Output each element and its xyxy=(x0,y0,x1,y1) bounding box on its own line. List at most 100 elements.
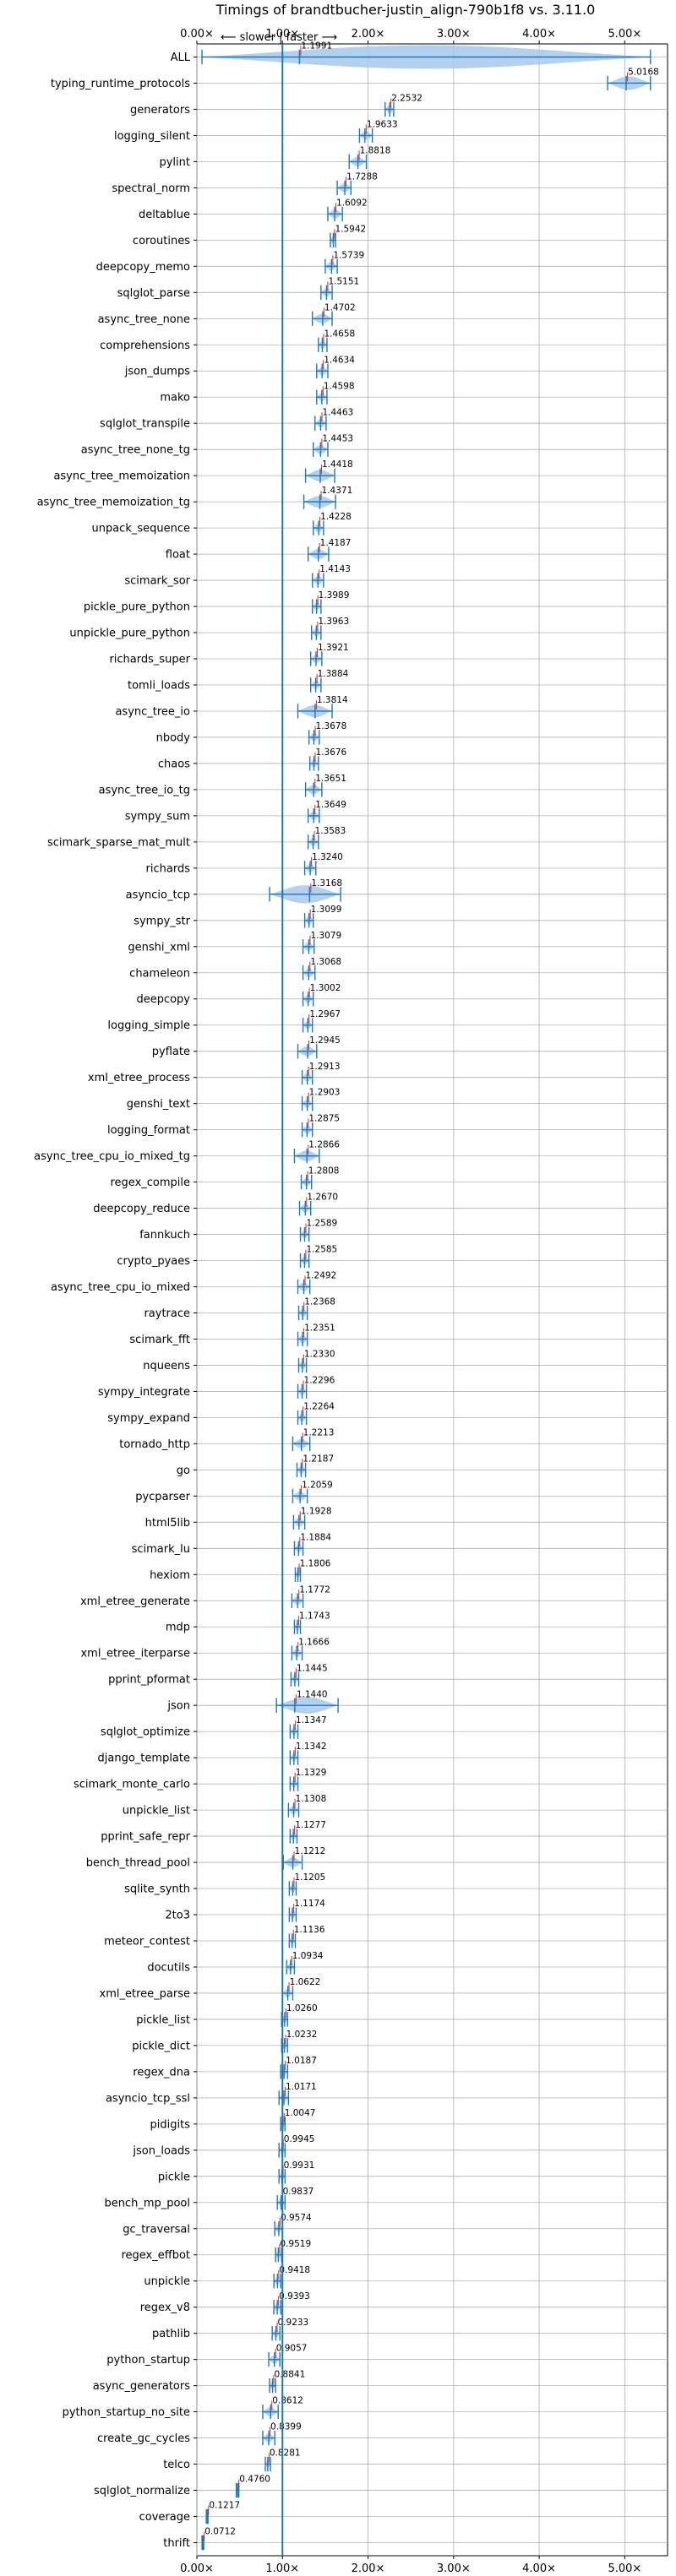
category-label: deepcopy xyxy=(136,993,190,1006)
benchmark-row-pidigits: 1.0047 pidigits xyxy=(150,2108,316,2132)
benchmark-row-docutils: 1.0934 docutils xyxy=(147,1951,324,1975)
category-label: fannkuch xyxy=(139,1229,190,1242)
value-label: 0.8281 xyxy=(270,2448,301,2459)
value-label: 1.4143 xyxy=(319,564,351,574)
chart-title: Timings of brandtbucher-justin_align-790… xyxy=(215,2,596,19)
category-label: sqlglot_optimize xyxy=(101,1726,190,1739)
value-label: 0.9931 xyxy=(284,2160,315,2171)
category-label: json xyxy=(166,1700,190,1713)
benchmark-row-pprint_pformat: 1.1445 pprint_pformat xyxy=(108,1663,328,1687)
benchmark-row-html5lib: 1.1928 html5lib xyxy=(145,1506,332,1530)
category-label: async_tree_memoization xyxy=(53,470,190,483)
benchmark-row-pyflate: 1.2945 pyflate xyxy=(152,1035,341,1059)
benchmark-row-sqlglot_transpile: 1.4463 sqlglot_transpile xyxy=(100,407,353,431)
benchmark-row-tornado_http: 1.2213 tornado_http xyxy=(119,1427,334,1452)
category-label: regex_effbot xyxy=(121,2249,190,2262)
category-label: thrift xyxy=(163,2537,190,2550)
value-label: 0.8399 xyxy=(270,2422,302,2432)
value-label: 1.3240 xyxy=(312,852,343,862)
benchmark-row-sqlglot_optimize: 1.1347 sqlglot_optimize xyxy=(101,1715,327,1739)
value-label: 1.4658 xyxy=(324,329,355,339)
benchmark-row-pprint_safe_repr: 1.1277 pprint_safe_repr xyxy=(101,1820,326,1844)
value-label: 1.2903 xyxy=(309,1088,341,1098)
benchmark-row-json_dumps: 1.4634 json_dumps xyxy=(124,355,355,378)
value-label: 1.2264 xyxy=(303,1401,335,1411)
value-label: 1.3963 xyxy=(318,617,349,627)
value-label: 1.3583 xyxy=(315,826,346,836)
category-label: telco xyxy=(163,2459,190,2471)
value-label: 1.2296 xyxy=(304,1376,335,1386)
x-tick-label-bottom: 1.00× xyxy=(265,2562,299,2575)
benchmark-row-create_gc_cycles: 0.8399 create_gc_cycles xyxy=(97,2422,302,2446)
value-label: 1.4463 xyxy=(322,407,353,417)
category-label: unpack_sequence xyxy=(91,523,190,535)
category-label: asyncio_tcp xyxy=(126,889,190,901)
benchmark-row-deepcopy_memo: 1.5739 deepcopy_memo xyxy=(96,250,364,274)
benchmark-row-chaos: 1.3676 chaos xyxy=(158,747,347,771)
category-label: tomli_loads xyxy=(128,679,190,692)
value-label: 0.1217 xyxy=(209,2501,240,2511)
category-label: xml_etree_iterparse xyxy=(80,1648,190,1660)
value-label: 1.1772 xyxy=(299,1584,330,1595)
benchmark-row-logging_silent: 1.9633 logging_silent xyxy=(114,120,398,144)
benchmark-row-regex_v8: 0.9393 regex_v8 xyxy=(140,2291,310,2315)
benchmark-row-bench_thread_pool: 1.1212 bench_thread_pool xyxy=(86,1846,325,1870)
benchmark-row-coverage: 0.1217 coverage xyxy=(139,2501,240,2524)
benchmark-row-async_generators: 0.8841 async_generators xyxy=(93,2370,305,2394)
value-label: 1.1136 xyxy=(294,1925,325,1935)
value-label: 1.1329 xyxy=(296,1768,327,1778)
benchmark-row-async_tree_none_tg: 1.4453 async_tree_none_tg xyxy=(81,433,353,457)
value-label: 1.3884 xyxy=(318,669,349,679)
benchmark-row-regex_dna: 1.0187 regex_dna xyxy=(133,2056,317,2079)
benchmark-row-2to3: 1.1174 2to3 xyxy=(165,1899,325,1922)
benchmark-row-async_tree_cpu_io_mixed: 1.2492 async_tree_cpu_io_mixed xyxy=(51,1271,336,1295)
benchmark-row-comprehensions: 1.4658 comprehensions xyxy=(100,329,355,352)
value-label: 1.3651 xyxy=(315,774,346,784)
value-label: 0.0712 xyxy=(204,2527,236,2537)
value-label: 5.0168 xyxy=(628,68,659,78)
x-tick-label-top: 3.00× xyxy=(437,28,471,41)
benchmark-row-sympy_sum: 1.3649 sympy_sum xyxy=(125,800,346,823)
x-tick-label-top: 2.00× xyxy=(352,28,385,41)
benchmark-row-deepcopy_reduce: 1.2670 deepcopy_reduce xyxy=(93,1193,338,1216)
category-label: bench_mp_pool xyxy=(104,2197,190,2209)
value-label: 1.2492 xyxy=(306,1271,337,1281)
benchmark-row-unpickle: 0.9418 unpickle xyxy=(144,2265,310,2289)
benchmark-row-sqlglot_normalize: 0.4760 sqlglot_normalize xyxy=(94,2475,270,2498)
category-label: async_tree_cpu_io_mixed xyxy=(51,1281,190,1294)
category-label: comprehensions xyxy=(100,340,190,352)
value-label: 1.6092 xyxy=(336,198,368,208)
category-label: python_startup xyxy=(106,2354,190,2367)
benchmark-row-chameleon: 1.3068 chameleon xyxy=(129,957,341,981)
category-label: meteor_contest xyxy=(104,1935,190,1948)
category-label: docutils xyxy=(147,1961,190,1974)
value-label: 1.1666 xyxy=(298,1637,330,1647)
value-label: 1.0047 xyxy=(285,2108,316,2118)
value-label: 0.9574 xyxy=(281,2213,312,2223)
category-label: create_gc_cycles xyxy=(97,2432,190,2445)
benchmark-row-asyncio_tcp: 1.3168 asyncio_tcp xyxy=(126,878,342,904)
benchmark-row-richards: 1.3240 richards xyxy=(146,852,343,876)
plot-area: 0.00× 0.00× 1.00× 1.00× 2.00× 2.00× 3.00× 3.00×… xyxy=(34,28,668,2575)
category-label: raytrace xyxy=(144,1307,190,1320)
benchmark-row-pickle: 0.9931 pickle xyxy=(158,2160,314,2184)
category-label: sympy_str xyxy=(134,915,190,927)
category-label: pycparser xyxy=(135,1491,190,1503)
x-tick-label-top: 5.00× xyxy=(608,28,641,41)
value-label: 1.0171 xyxy=(286,2082,317,2092)
value-label: 0.8612 xyxy=(272,2396,303,2406)
value-label: 0.4760 xyxy=(239,2475,270,2485)
value-label: 1.3676 xyxy=(316,747,347,758)
benchmark-row-pickle_pure_python: 1.3989 pickle_pure_python xyxy=(84,590,349,614)
benchmark-row-xml_etree_process: 1.2913 xml_etree_process xyxy=(88,1062,341,1085)
benchmark-row-hexiom: 1.1806 hexiom xyxy=(150,1558,331,1582)
benchmark-row-pickle_list: 1.0260 pickle_list xyxy=(136,2003,318,2027)
value-label: 0.9233 xyxy=(278,2318,309,2328)
benchmark-row-thrift: 0.0712 thrift xyxy=(163,2527,236,2551)
value-label: 1.2875 xyxy=(308,1114,340,1124)
value-label: 1.7288 xyxy=(346,171,378,182)
category-label: logging_silent xyxy=(114,130,190,143)
category-label: json_dumps xyxy=(124,366,190,378)
category-label: logging_simple xyxy=(107,1019,190,1032)
value-label: 2.2532 xyxy=(391,94,422,104)
